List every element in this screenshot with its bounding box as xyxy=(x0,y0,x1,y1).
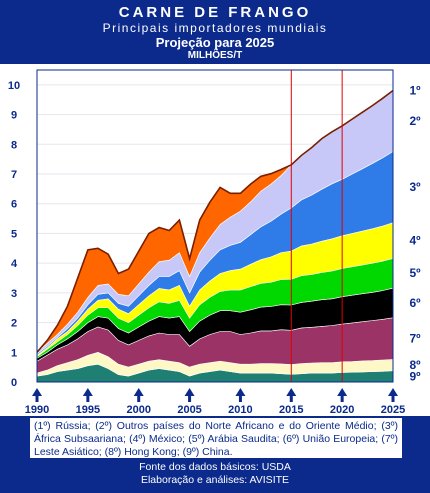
rank-label-5: 5º xyxy=(409,266,421,280)
x-tick-arrow xyxy=(388,388,398,396)
x-tick-label: 2025 xyxy=(381,404,405,416)
stacked-area-chart: 0 1 2 3 4 5 6 7 8 9 10 1990 1995 2000 2005 2010 2015 2020… xyxy=(8,69,421,416)
x-tick-arrow xyxy=(286,388,297,396)
source-note: Fonte dos dados básicos: USDA xyxy=(139,461,291,473)
chart-projection-label: Projeção para 2025 xyxy=(155,35,275,50)
y-tick-label: 6 xyxy=(11,199,17,211)
chart-footer: Fonte dos dados básicos: USDA Elaboração… xyxy=(0,461,430,487)
x-tick-stem xyxy=(238,395,242,402)
x-tick-arrow xyxy=(184,388,195,396)
rank-label-4: 4º xyxy=(409,234,421,248)
x-tick-label: 2010 xyxy=(228,404,252,416)
rank-label-9: 9º xyxy=(409,369,421,383)
x-tick-stem xyxy=(137,395,141,402)
x-tick-arrow xyxy=(337,388,348,396)
x-tick-label: 2020 xyxy=(330,404,354,416)
x-tick-stem xyxy=(391,395,395,402)
x-tick-stem xyxy=(289,395,293,402)
x-tick-stem xyxy=(35,395,39,402)
chart-subtitle: Principais importadores mundiais xyxy=(102,21,328,35)
rank-label-1: 1º xyxy=(409,84,421,98)
y-tick-label: 3 xyxy=(11,288,17,300)
plot-frame xyxy=(36,69,394,383)
x-tick-stem xyxy=(86,395,90,402)
y-tick-label: 0 xyxy=(11,377,17,389)
x-tick-label: 2015 xyxy=(279,404,303,416)
rank-label-3: 3º xyxy=(409,180,421,194)
rank-label-2: 2º xyxy=(409,114,421,128)
legend-text: (1º) Rússia; (2º) Outros países do Norte… xyxy=(30,418,402,458)
x-tick-arrow xyxy=(82,388,93,396)
chart-units-label: MILHÕES/T xyxy=(187,50,243,61)
x-tick-stem xyxy=(188,395,192,402)
x-tick-stem xyxy=(340,395,344,402)
rank-label-6: 6º xyxy=(409,296,421,310)
x-tick-arrow xyxy=(133,388,144,396)
chart-title: CARNE DE FRANGO xyxy=(118,4,312,21)
x-tick-label: 1990 xyxy=(25,404,49,416)
rank-label-7: 7º xyxy=(409,332,421,346)
y-tick-label: 5 xyxy=(11,228,17,240)
total-line xyxy=(36,89,394,353)
x-tick-arrow xyxy=(235,388,246,396)
y-tick-label: 2 xyxy=(11,318,17,330)
y-tick-label: 1 xyxy=(11,347,17,359)
x-tick-label: 1995 xyxy=(76,404,100,416)
chart-panel: 0 1 2 3 4 5 6 7 8 9 10 1990 1995 2000 2005 2010 2015 2020… xyxy=(0,64,430,416)
rank-label-8: 8º xyxy=(409,358,421,372)
chart-header: CARNE DE FRANGO Principais importadores … xyxy=(0,0,430,64)
x-tick-arrow xyxy=(32,388,42,396)
x-tick-label: 2005 xyxy=(177,404,201,416)
y-tick-label: 8 xyxy=(11,139,17,151)
y-tick-label: 9 xyxy=(11,110,17,122)
x-tick-label: 2000 xyxy=(126,404,150,416)
y-tick-label: 10 xyxy=(8,80,20,92)
credits-note: Elaboração e análises: AVISITE xyxy=(140,474,290,486)
y-tick-label: 7 xyxy=(11,169,17,181)
y-tick-label: 4 xyxy=(11,258,18,270)
